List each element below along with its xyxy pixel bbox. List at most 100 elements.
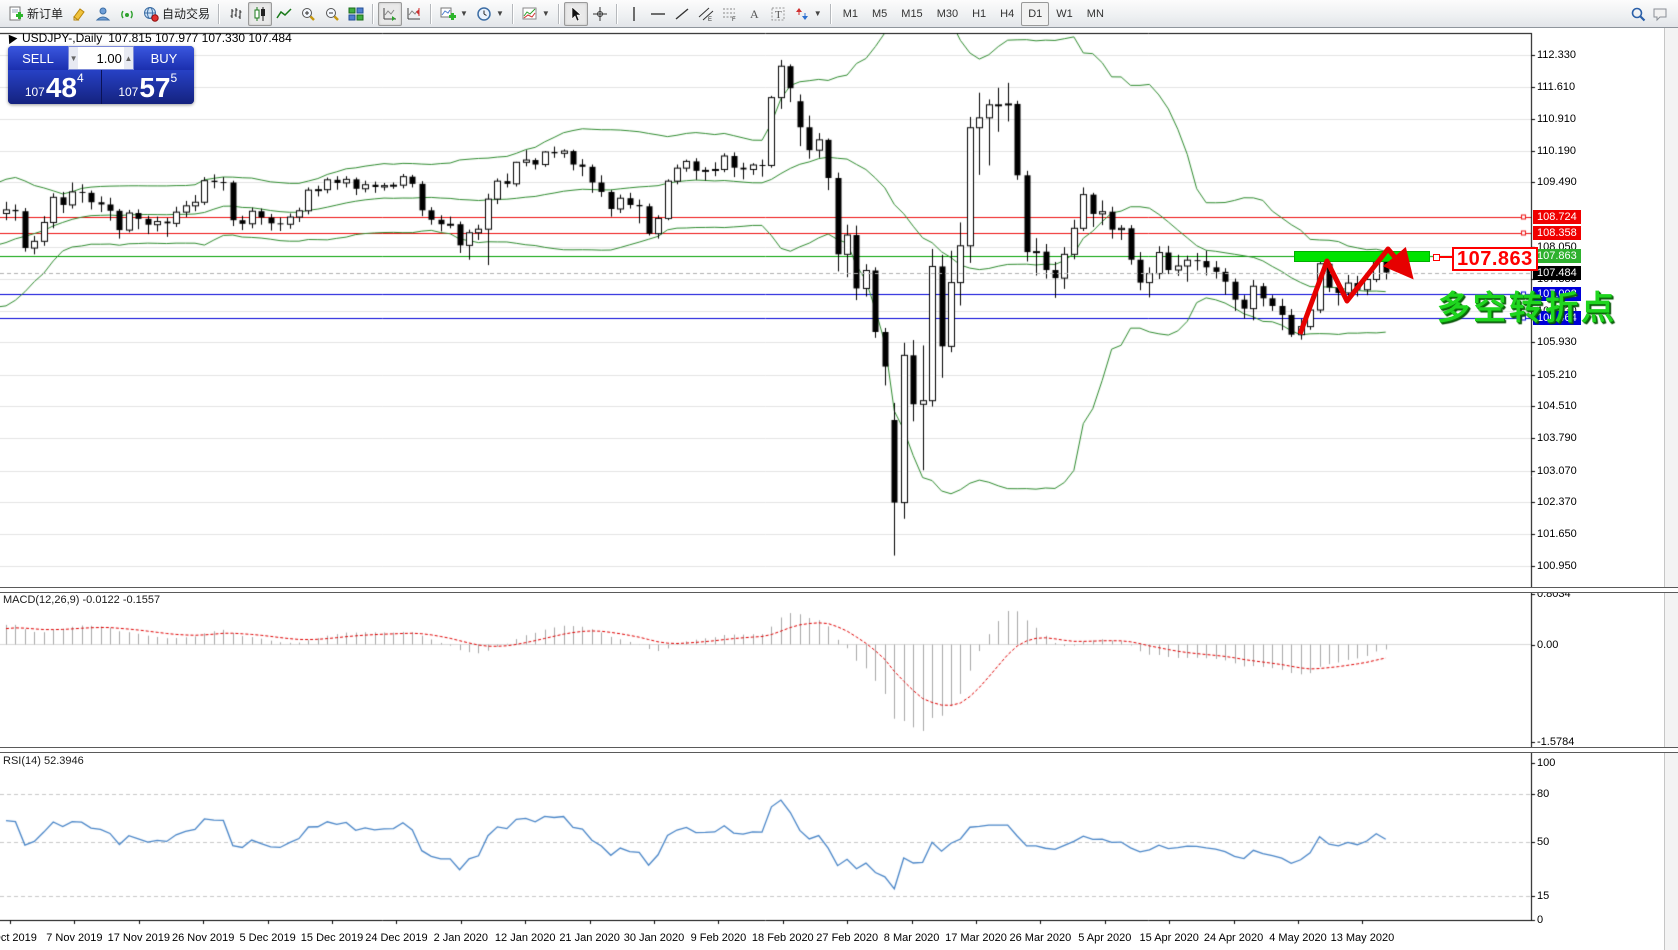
tf-m5-button[interactable]: M5 <box>872 7 888 20</box>
sell-button[interactable]: SELL <box>8 46 68 70</box>
indicators-button[interactable]: ▼ <box>518 2 554 26</box>
new-order-label: 新订单 <box>27 7 64 21</box>
tf-m1-button[interactable]: M1 <box>842 7 858 20</box>
signals-icon <box>121 10 133 18</box>
signals-button[interactable] <box>115 2 139 26</box>
tf-m15-button[interactable]: M15 <box>901 7 923 20</box>
new-order-button[interactable]: 新订单 <box>4 2 67 26</box>
auto-scroll-icon <box>383 7 397 21</box>
macd-label: MACD(12,26,9) -0.0122 -0.1557 <box>3 594 160 606</box>
toolbar-separator <box>218 3 221 24</box>
horizontal-line-icon <box>650 12 665 15</box>
sell-price[interactable]: 107 48 4 <box>8 70 102 104</box>
search-icon[interactable] <box>1630 6 1646 22</box>
crosshair-icon <box>592 6 607 21</box>
dropdown-caret-icon: ▼ <box>495 9 504 18</box>
date-tick-label: 5 Dec 2019 <box>239 932 296 944</box>
vline-button[interactable] <box>622 2 646 26</box>
tile-windows-icon <box>348 7 364 20</box>
trendline-button[interactable] <box>670 2 694 26</box>
date-tick-label: 24 Dec 2019 <box>365 932 428 944</box>
equidistant-channel-icon: E <box>698 7 714 22</box>
svg-text:E: E <box>708 17 712 22</box>
highlight-zone[interactable] <box>1294 251 1430 262</box>
fibonacci-button[interactable]: F <box>718 2 742 26</box>
price-level-badge: 107.002 <box>1533 287 1581 302</box>
volume-decrease-button[interactable]: ▼ <box>69 47 79 69</box>
date-tick-label: 7 Nov 2019 <box>46 932 103 944</box>
date-tick-label: 5 Apr 2020 <box>1078 932 1132 944</box>
toolbar-separator <box>372 3 375 24</box>
window-right-strip <box>1664 28 1678 950</box>
date-tick-label: 21 Jan 2020 <box>559 932 620 944</box>
auto-scroll-button[interactable] <box>378 1 403 26</box>
one-click-toggle-icon[interactable] <box>4 31 18 45</box>
arrow-tools-button[interactable]: ▼ <box>790 2 826 26</box>
zoom-in-icon <box>302 7 315 21</box>
text-button[interactable]: A <box>742 2 766 26</box>
bull-bear-turning-point-text[interactable]: 多空转折点 <box>1437 289 1617 326</box>
volume-input[interactable] <box>78 47 124 69</box>
toolbar-separator <box>430 3 433 24</box>
chart-symbol-title: USDJPY-,Daily <box>22 31 103 45</box>
macd-axis-label: -1.5784 <box>1537 736 1575 748</box>
chart-ohlc-values: 107.815 107.977 107.330 107.484 <box>108 31 292 45</box>
price-tick-label: 101.650 <box>1537 528 1577 541</box>
date-tick-label: 18 Feb 2020 <box>751 932 814 944</box>
profile-button[interactable] <box>91 2 115 26</box>
dropdown-caret-icon: ▼ <box>541 9 550 18</box>
autotrading-icon <box>144 6 159 22</box>
price-callout-label[interactable]: 107.863 <box>1452 247 1538 271</box>
rsi-label: RSI(14) 52.3946 <box>3 755 84 767</box>
pane-separator-main-macd[interactable] <box>0 587 1678 593</box>
volume-increase-button[interactable]: ▲ <box>123 47 133 69</box>
chart-candles-button[interactable] <box>248 1 273 26</box>
trendline-icon <box>675 7 689 20</box>
tf-w1-button[interactable]: W1 <box>1056 7 1073 20</box>
tf-h4-button[interactable]: H4 <box>1000 7 1015 20</box>
date-tick-label: 13 May 2020 <box>1330 932 1395 944</box>
tf-h1-button[interactable]: H1 <box>972 7 987 20</box>
chart-line-button[interactable] <box>272 2 296 26</box>
text-label-button[interactable]: T <box>766 2 790 26</box>
tf-mn-button[interactable]: MN <box>1086 7 1104 20</box>
date-tick-label: 24 Apr 2020 <box>1203 932 1264 944</box>
price-tick-label: 102.370 <box>1537 496 1577 509</box>
metaeditor-icon <box>73 7 85 21</box>
hline-button[interactable] <box>646 2 670 26</box>
svg-text:T: T <box>775 9 782 21</box>
zoom-out-button[interactable] <box>320 2 344 26</box>
tile-windows-button[interactable] <box>344 2 368 26</box>
tf-d1-button[interactable]: D1 <box>1021 1 1050 26</box>
profile-icon <box>95 7 111 20</box>
cursor-icon <box>571 5 582 21</box>
metaeditor-button[interactable] <box>67 2 91 26</box>
date-tick-label: 4 May 2020 <box>1269 932 1327 944</box>
dropdown-caret-icon: ▼ <box>460 9 468 18</box>
new-chart-button[interactable]: ▼ <box>436 2 472 26</box>
chart-shift-button[interactable] <box>402 2 426 26</box>
price-tick-label: 109.490 <box>1537 176 1577 189</box>
clock-icon <box>477 6 491 21</box>
chart-bars-button[interactable] <box>224 2 248 26</box>
pane-separator-macd-rsi[interactable] <box>0 747 1678 753</box>
chat-icon[interactable] <box>1652 6 1668 22</box>
cursor-button[interactable] <box>563 1 588 26</box>
sell-price-point: 4 <box>77 71 84 85</box>
rsi-axis-label: 50 <box>1537 835 1550 848</box>
macd-axis-label: 0.00 <box>1537 638 1559 651</box>
zoom-in-button[interactable] <box>296 2 320 26</box>
crosshair-button[interactable] <box>588 2 612 26</box>
buy-button[interactable]: BUY <box>134 46 194 70</box>
price-level-badge: 108.358 <box>1533 226 1581 241</box>
rsi-name: RSI(14) <box>3 755 41 767</box>
macd-name: MACD(12,26,9) <box>3 594 80 606</box>
date-tick-label: 26 Mar 2020 <box>1009 932 1072 944</box>
buy-price[interactable]: 107 57 5 <box>102 70 195 104</box>
autotrading-button[interactable]: 自动交易 <box>139 2 214 26</box>
channel-button[interactable]: E <box>694 2 718 26</box>
periods-button[interactable]: ▼ <box>472 2 508 26</box>
tf-m30-button[interactable]: M30 <box>936 7 959 20</box>
